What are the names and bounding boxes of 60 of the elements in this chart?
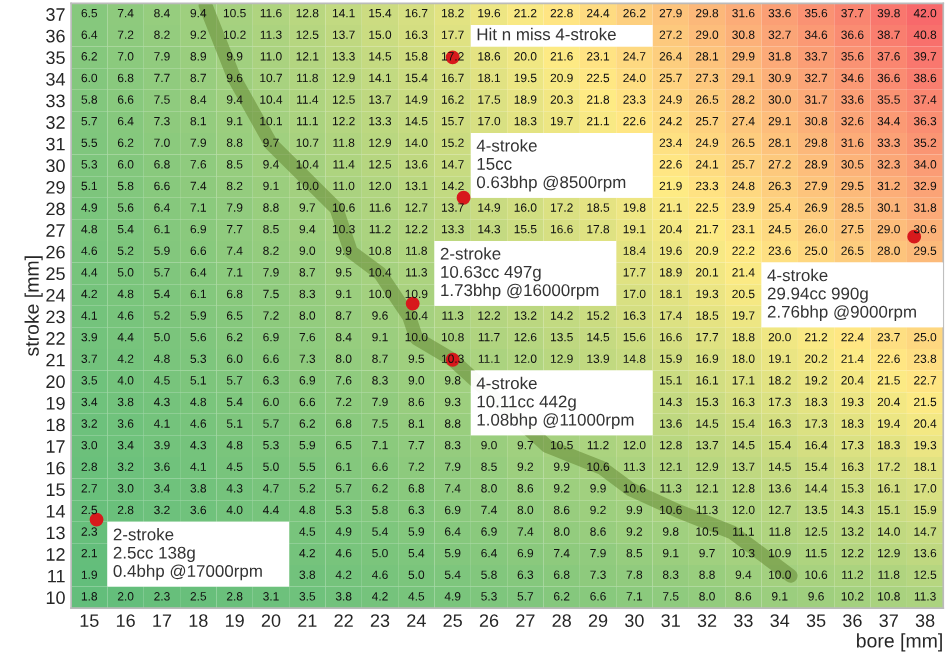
x-tick-label: 24 xyxy=(407,614,426,627)
y-tick-label: 26 xyxy=(46,245,65,259)
y-tick-label: 32 xyxy=(46,116,65,129)
x-tick-label: 16 xyxy=(116,614,135,627)
y-tick-label: 10 xyxy=(46,591,65,605)
y-tick-label: 16 xyxy=(46,461,65,475)
x-axis-title: bore [mm] xyxy=(857,633,942,652)
x-tick-label: 19 xyxy=(225,614,244,627)
y-tick-label: 30 xyxy=(46,159,65,173)
x-tick-label: 38 xyxy=(915,614,935,627)
x-tick-label: 37 xyxy=(879,614,898,627)
x-tick-label: 17 xyxy=(153,614,172,627)
y-tick-label: 29 xyxy=(46,180,65,194)
x-tick-label: 32 xyxy=(697,614,717,627)
y-tick-label: 28 xyxy=(46,202,65,216)
y-tick-label: 17 xyxy=(46,440,65,453)
x-tick-label: 34 xyxy=(770,614,790,627)
y-tick-label: 15 xyxy=(46,483,65,497)
y-tick-label: 11 xyxy=(48,569,65,583)
y-axis-title: stroke [mm] xyxy=(24,256,43,356)
y-tick-label: 25 xyxy=(46,267,65,281)
annotation: 2-stroke 10.63cc 497g 1.73bhp @16000rpm xyxy=(440,247,599,300)
y-tick-label: 24 xyxy=(46,288,66,302)
y-tick-label: 19 xyxy=(46,396,65,410)
y-tick-label: 18 xyxy=(46,418,65,432)
annotation: 4-stroke 15cc 0.63bhp @8500rpm xyxy=(476,139,626,192)
x-tick-label: 20 xyxy=(261,614,281,627)
x-tick-label: 31 xyxy=(661,614,680,627)
y-tick-label: 37 xyxy=(46,8,65,21)
x-tick-label: 30 xyxy=(625,614,644,627)
x-tick-label: 15 xyxy=(80,614,99,627)
annotation: 2-stroke 2.5cc 138g 0.4bhp @17000rpm xyxy=(113,528,262,581)
y-tick-label: 31 xyxy=(46,137,65,151)
y-tick-label: 35 xyxy=(46,51,65,65)
y-tick-label: 27 xyxy=(46,224,65,237)
y-tick-label: 36 xyxy=(46,29,65,43)
x-tick-label: 21 xyxy=(298,614,317,627)
x-tick-label: 29 xyxy=(588,614,608,627)
y-tick-label: 21 xyxy=(46,353,65,367)
x-tick-label: 33 xyxy=(734,614,753,627)
x-tick-label: 22 xyxy=(334,614,353,627)
y-tick-label: 12 xyxy=(46,548,65,561)
x-tick-label: 36 xyxy=(843,614,862,627)
y-tick-label: 23 xyxy=(46,310,65,324)
annotation: 4-stroke 10.11cc 442g 1.08bhp @11000rpm xyxy=(476,376,634,430)
x-tick-label: 28 xyxy=(552,614,571,627)
y-tick-label: 20 xyxy=(46,375,65,389)
x-tick-label: 35 xyxy=(806,614,826,627)
annotation: Hit n miss 4-stroke xyxy=(477,27,616,41)
y-tick-label: 14 xyxy=(46,505,66,518)
x-tick-label: 27 xyxy=(516,614,535,627)
x-tick-label: 23 xyxy=(370,614,390,627)
x-tick-label: 26 xyxy=(479,614,499,627)
annotation: 4-stroke 29.94cc 990g 2.76bhp @9000rpm xyxy=(767,268,916,322)
y-tick-label: 22 xyxy=(46,332,65,345)
y-tick-label: 33 xyxy=(46,94,65,108)
y-tick-label: 13 xyxy=(46,526,65,540)
y-tick-label: 34 xyxy=(46,72,66,86)
x-tick-label: 25 xyxy=(443,614,462,627)
x-tick-label: 18 xyxy=(189,614,208,627)
